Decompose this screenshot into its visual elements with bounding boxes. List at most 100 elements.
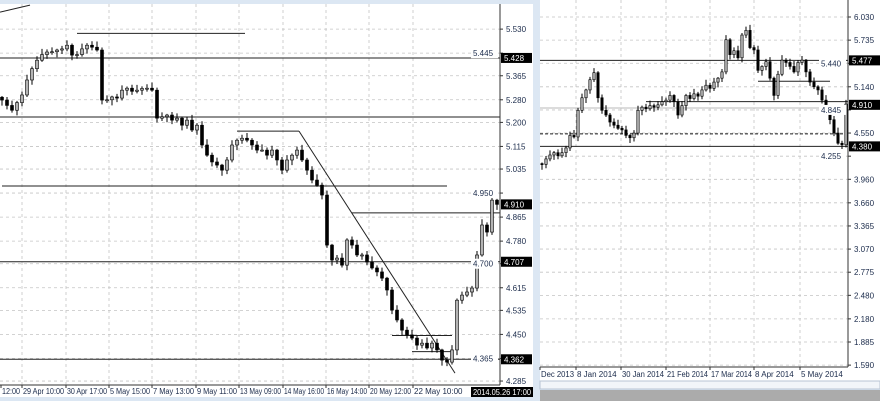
candle-bull — [465, 291, 469, 296]
price-tick-label-background — [819, 104, 846, 115]
time-tick-label: 21 Feb 2014 — [667, 370, 708, 379]
candle-bull — [660, 101, 664, 106]
candle-bear — [604, 110, 608, 116]
candle-bull — [636, 110, 640, 134]
candle-bull — [75, 54, 79, 56]
time-tick-label: 13 May 09:00 — [240, 387, 281, 396]
candle-bear — [445, 359, 449, 363]
candle-bear — [170, 114, 174, 121]
candle-bull — [800, 59, 804, 63]
price-badge — [849, 141, 880, 152]
candle-bull — [568, 135, 572, 149]
horizontal-scrollbar[interactable] — [539, 380, 880, 390]
candle-bull — [145, 87, 149, 90]
candle-bull — [60, 48, 64, 51]
candle-bull — [335, 257, 339, 261]
candle-bull — [760, 66, 764, 71]
time-tick-label: 30 Jan 2014 — [622, 370, 665, 379]
candle-bull — [185, 119, 189, 126]
time-tick-label: Dec 2013 — [541, 370, 575, 379]
price-tick-label: 5.445 — [473, 49, 494, 58]
candle-bull — [588, 79, 592, 91]
workspace-background — [540, 390, 880, 401]
time-tick-label: 5 May 15:00 — [110, 387, 150, 396]
time-tick-label: 9 May 11:00 — [197, 387, 238, 396]
price-badge — [501, 52, 532, 63]
price-tick-label: 5.140 — [854, 83, 875, 92]
candle-bull — [648, 105, 652, 110]
chart-window-left[interactable] — [0, 4, 533, 397]
candle-bull — [65, 44, 69, 50]
price-tick-label: 3.070 — [854, 245, 875, 254]
candle-bull — [290, 154, 294, 161]
time-tick-label: 30 Apr 17:00 — [67, 387, 107, 396]
candle-bear — [245, 137, 249, 141]
time-tick-label: 8 Apr 2014 — [755, 370, 794, 379]
candle-bull — [764, 61, 768, 67]
candle-bull — [680, 105, 684, 116]
price-badge-label: 4.910 — [504, 200, 525, 209]
price-tick-label: 4.780 — [506, 237, 527, 246]
chart-right-daily[interactable]: 6.030 5.735 5.440 5.140 4.845 4.550 4.255 3.960… — [539, 0, 880, 379]
candle-bear — [608, 114, 612, 123]
candle-bull — [632, 132, 636, 139]
candle-bear — [736, 50, 740, 59]
candle-bull — [732, 50, 736, 55]
candle-bear — [155, 89, 159, 119]
candle-bull — [15, 102, 19, 111]
candle-bear — [410, 334, 414, 339]
time-tick-label: 12:00 — [2, 387, 20, 396]
price-tick-label-background — [471, 353, 498, 364]
price-tick-label: 4.285 — [506, 377, 527, 386]
candle-bear — [804, 59, 808, 73]
candle-bull — [776, 73, 780, 96]
candle-bear — [90, 44, 94, 48]
candle-bear — [205, 144, 209, 156]
candle-bear — [672, 95, 676, 102]
price-tick-label: 1.885 — [854, 338, 875, 347]
candle-bear — [772, 77, 776, 96]
candle-bear — [390, 289, 394, 311]
candle-bull — [165, 114, 169, 118]
time-tick-label: 7 May 13:00 — [153, 387, 195, 396]
price-badge — [849, 99, 880, 110]
candle-bull — [45, 51, 49, 55]
price-tick-label: 2.480 — [854, 291, 875, 300]
price-tick-label: 2.775 — [854, 268, 875, 277]
candle-bull — [592, 72, 596, 81]
candle-bull — [420, 342, 424, 346]
candle-bull — [30, 68, 34, 81]
candle-bear — [370, 261, 374, 269]
time-tick-label: 16 May 14:00 — [327, 387, 367, 396]
price-tick-label: 5.365 — [506, 72, 527, 81]
candle-bear — [280, 159, 284, 171]
candle-bull — [50, 51, 54, 54]
candle-bull — [35, 59, 39, 69]
candle-bull — [105, 99, 109, 102]
price-tick-label: 4.700 — [473, 260, 494, 269]
price-tick-label: 4.845 — [821, 106, 842, 115]
candle-bull — [270, 149, 274, 156]
time-tick-label: 5 May 2014 — [801, 370, 843, 379]
price-tick-label: 5.735 — [854, 36, 875, 45]
candle-bull — [490, 199, 494, 233]
time-tick-label: 29 Apr 10:00 — [23, 387, 64, 396]
price-tick-label: 2.180 — [854, 315, 875, 324]
candle-bull — [640, 106, 644, 111]
candle-bull — [135, 89, 139, 92]
candle-bear — [340, 257, 344, 266]
candle-bull — [584, 89, 588, 99]
price-badge — [501, 256, 532, 267]
candle-bull — [552, 152, 556, 156]
candle-bull — [80, 48, 84, 55]
candle-bear — [265, 149, 269, 156]
candle-bull — [360, 254, 364, 257]
chart-left-intraday[interactable]: 5.530 5.445 5.365 5.280 5.200 5.115 5.035 4.950… — [0, 4, 533, 397]
candle-bull — [560, 152, 564, 157]
candle-bear — [784, 59, 788, 63]
candle-bull — [85, 44, 89, 50]
price-badge-label: 4.910 — [852, 101, 873, 110]
candle-bear — [385, 277, 389, 291]
candle-bull — [844, 103, 848, 146]
candle-bear — [652, 105, 656, 108]
